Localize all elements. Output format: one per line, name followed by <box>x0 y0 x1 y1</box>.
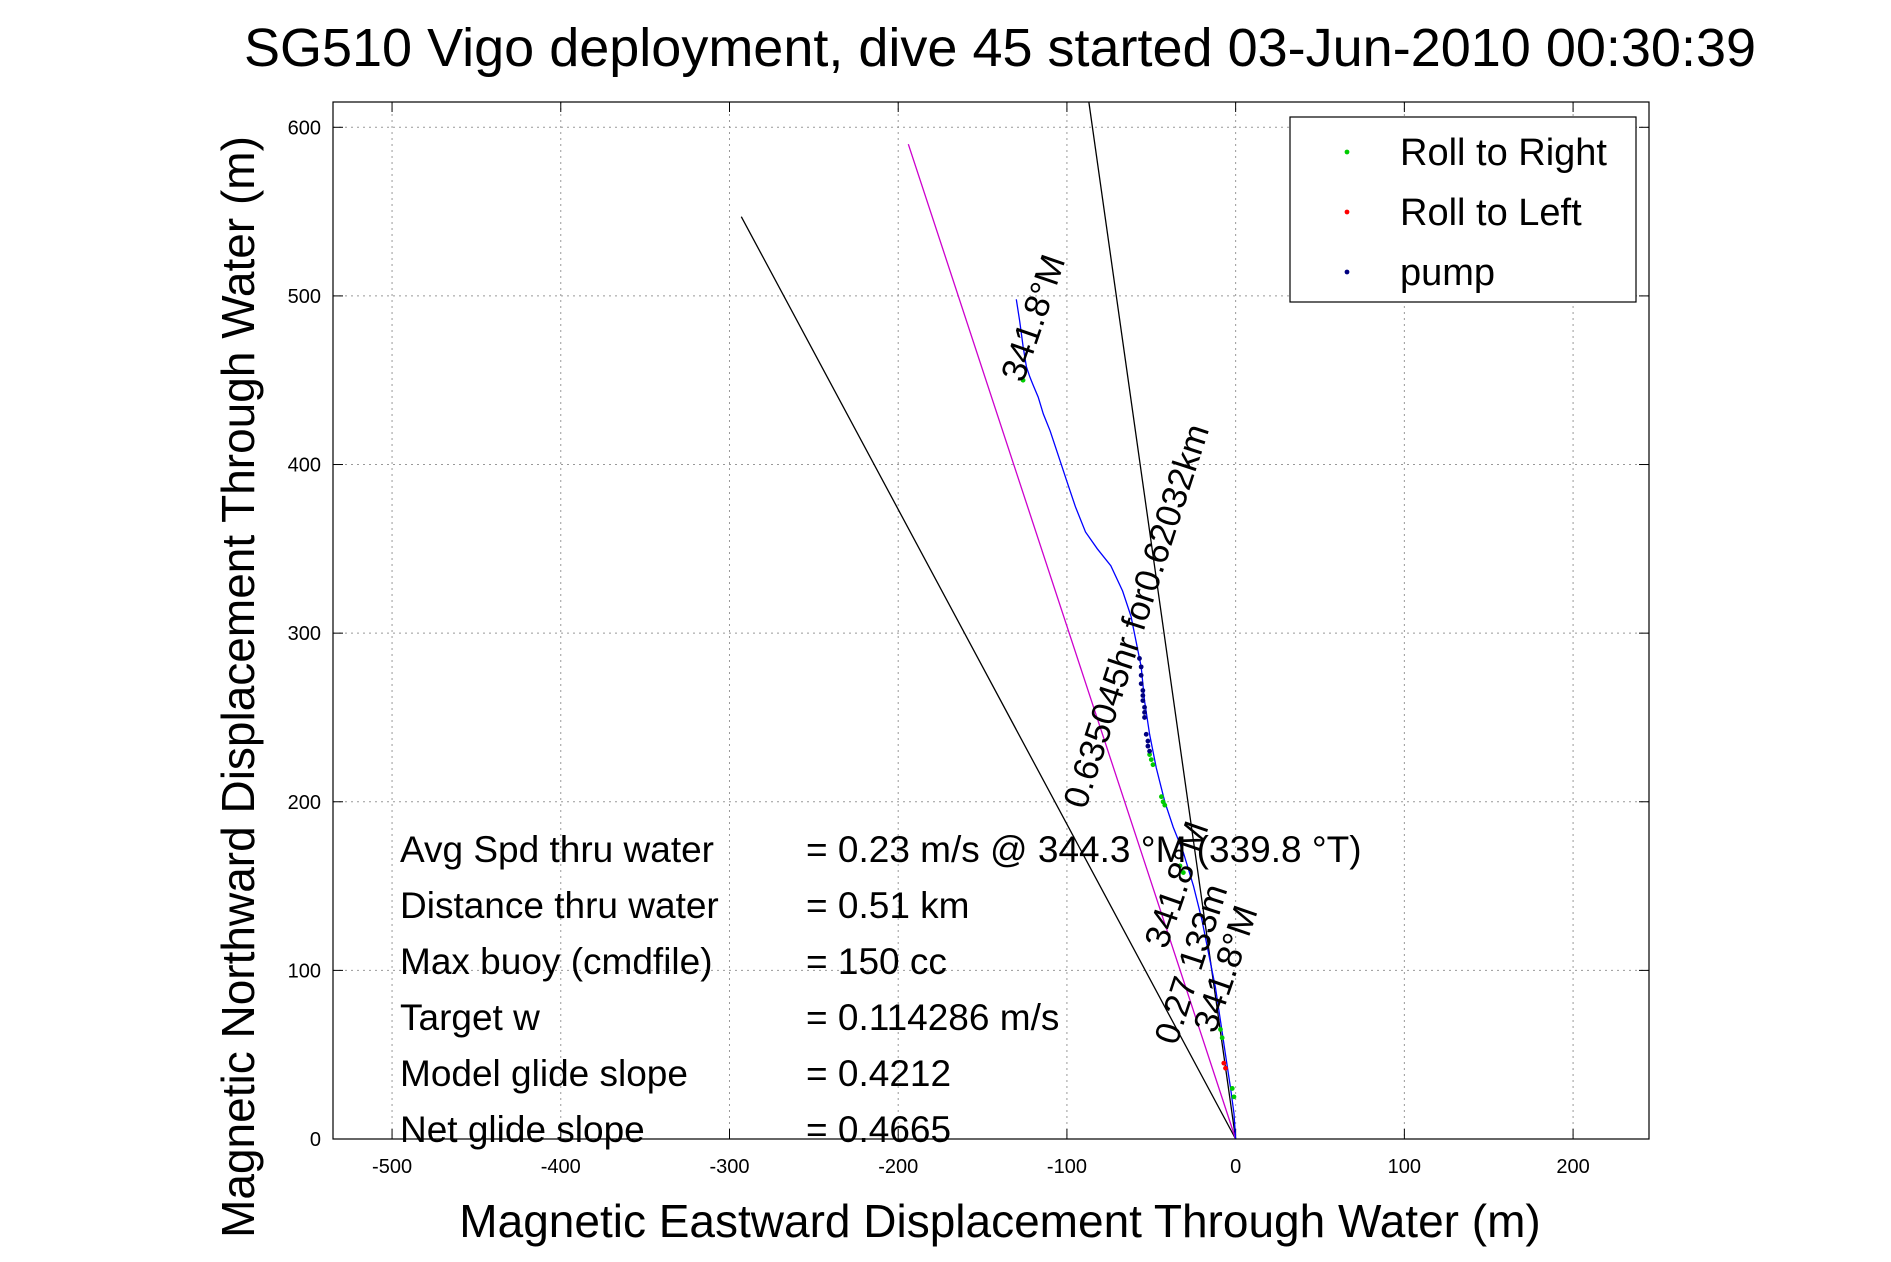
pump-point <box>1142 704 1147 710</box>
pump-point <box>1142 709 1147 715</box>
y-tick-label: 100 <box>288 960 321 982</box>
roll-left-point <box>1221 1060 1227 1066</box>
y-tick-label: 400 <box>288 455 321 477</box>
pump-point <box>1145 738 1151 744</box>
legend-marker <box>1344 149 1350 155</box>
legend-marker <box>1344 269 1350 275</box>
roll-right-point <box>1148 757 1154 763</box>
pump-point <box>1140 688 1146 693</box>
pump-point <box>1142 715 1147 720</box>
roll-right-point <box>1231 1094 1237 1100</box>
y-tick-label: 300 <box>288 623 321 645</box>
trajectory-line <box>1015 299 1237 1140</box>
legend-label: Roll to Right <box>1400 132 1607 174</box>
stat-label: Distance thru water <box>400 885 719 926</box>
roll-right-point <box>1219 1035 1225 1041</box>
trajectory-label: 0.635045hr for0.62032km <box>1056 419 1217 812</box>
plot-frame <box>332 101 1650 1140</box>
heading-guide-line <box>907 143 1237 1140</box>
heading-guide-line <box>740 216 1237 1140</box>
pump-point <box>1140 698 1146 703</box>
roll-right-point <box>1150 762 1156 768</box>
point-layer <box>1020 377 1237 1100</box>
roll-right-point <box>1229 1086 1235 1091</box>
roll-right-point <box>1020 377 1026 383</box>
roll-right-point <box>1160 799 1166 805</box>
stat-label: Target w <box>400 997 540 1038</box>
x-tick-label: -500 <box>372 1156 412 1178</box>
legend-marker <box>1344 209 1350 215</box>
legend: Roll to Right Roll to Left pump <box>1289 116 1637 303</box>
legend-label: pump <box>1400 252 1495 294</box>
line-layer <box>740 101 1237 1140</box>
x-axis-label: Magnetic Eastward Displacement Through W… <box>459 1195 1540 1247</box>
x-tick-label: -100 <box>1047 1156 1087 1178</box>
stat-value: = 0.23 m/s @ 344.3 °M (339.8 °T) <box>806 829 1362 870</box>
pump-point <box>1140 693 1146 698</box>
stat-label: Max buoy (cmdfile) <box>400 941 713 982</box>
legend-label: Roll to Left <box>1400 192 1582 234</box>
pump-point <box>1147 748 1152 754</box>
roll-right-point <box>1177 863 1183 869</box>
y-axis-label: Magnetic Northward Displacement Through … <box>212 136 264 1238</box>
pump-point <box>1138 672 1144 678</box>
tick-layer: -500 -400 -300 -200 -100 0 100 200 0 100 200 300 400… <box>288 102 1649 1178</box>
x-tick-label: -300 <box>709 1156 749 1178</box>
pump-point <box>1143 731 1149 737</box>
trajectory-label: 341.8°M <box>994 250 1073 386</box>
stat-value: = 0.51 km <box>806 885 970 926</box>
x-tick-label: 200 <box>1556 1156 1589 1178</box>
roll-right-point <box>1147 752 1152 757</box>
x-tick-label: -200 <box>878 1156 918 1178</box>
stat-value: = 150 cc <box>806 941 947 982</box>
stats-annotation: Avg Spd thru water = 0.23 m/s @ 344.3 °M … <box>400 829 1362 1150</box>
pump-point <box>1138 681 1144 687</box>
roll-left-point <box>1223 1065 1228 1071</box>
pump-point <box>1137 656 1142 661</box>
stat-label: Model glide slope <box>400 1053 688 1094</box>
pump-point <box>1145 743 1151 749</box>
stat-value: = 0.4212 <box>806 1053 951 1094</box>
pump-point <box>1138 664 1144 670</box>
stat-label: Net glide slope <box>400 1109 645 1150</box>
x-tick-label: 100 <box>1388 1156 1421 1178</box>
chart-title: SG510 Vigo deployment, dive 45 started 0… <box>244 18 1756 78</box>
stat-label: Avg Spd thru water <box>400 829 714 870</box>
stat-value: = 0.114286 m/s <box>806 997 1059 1038</box>
y-tick-label: 200 <box>288 792 321 814</box>
y-tick-label: 600 <box>288 117 321 139</box>
stat-value: = 0.4665 <box>806 1109 951 1150</box>
roll-right-point <box>1159 794 1164 800</box>
y-tick-label: 500 <box>288 286 321 308</box>
x-tick-label: 0 <box>1230 1156 1241 1178</box>
roll-right-point <box>1180 870 1186 875</box>
x-tick-label: -400 <box>541 1156 581 1178</box>
roll-right-point <box>1218 1026 1223 1032</box>
grid-layer <box>333 102 1649 1140</box>
y-tick-label: 0 <box>310 1129 321 1151</box>
